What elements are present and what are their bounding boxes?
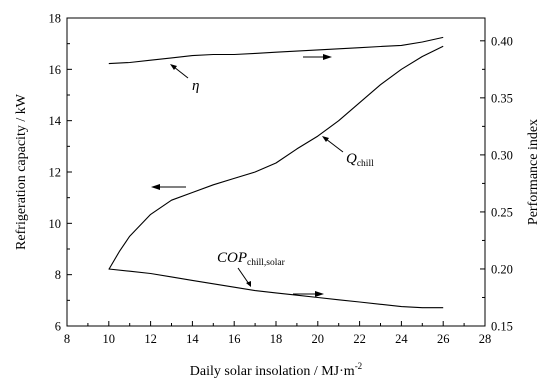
y-axis-right-title: Performance index [526,119,541,225]
y-left-tick-label: 12 [49,166,62,180]
x-tick-label: 16 [228,332,241,346]
x-axis-title: Daily solar insolation / MJ·m-2 [190,361,362,379]
qchill-pointer-line [325,138,344,153]
axis-ticks: 8 10 12 14 16 18 20 22 24 26 286810121416180.150.2… [49,12,513,347]
cop-pointer-line [237,267,250,285]
y-axis-left-title: Refrigeration capacity / kW [14,93,29,250]
y-right-tick-label: 0.35 [491,91,513,105]
y-right-tick-label: 0.40 [491,34,513,48]
x-tick-label: 22 [353,332,366,346]
x-tick-label: 12 [144,332,157,346]
annotation-group: η Qchill COPchill,solar [151,54,374,297]
y-left-tick-label: 8 [55,268,61,282]
y-left-tick-label: 10 [49,217,62,231]
x-tick-label: 20 [312,332,325,346]
y-left-tick-label: 16 [49,63,62,77]
x-tick-label: 26 [437,332,450,346]
x-tick-label: 18 [270,332,283,346]
y-right-tick-label: 0.30 [491,148,513,162]
eta-pointer-line [173,66,189,79]
y-left-tick-label: 6 [55,320,61,334]
eta-direction-arrowhead [323,54,332,60]
y-right-tick-label: 0.25 [491,205,513,219]
cop-direction-arrowhead [315,291,324,297]
qchill-label: Qchill [346,151,374,169]
qchill-pointer-arrowhead [322,136,329,142]
qchill-series-line [108,45,444,270]
y-right-tick-label: 0.15 [491,320,513,334]
y-left-tick-label: 18 [49,12,62,26]
x-tick-label: 14 [186,332,199,346]
y-right-tick-label: 0.20 [491,262,513,276]
eta-label: η [192,78,199,94]
cop-series-line [108,268,444,309]
eta-series-line [108,36,444,65]
series-group [108,36,444,309]
qchill-direction-arrowhead [151,184,160,190]
x-tick-label: 10 [103,332,116,346]
x-tick-label: 8 [64,332,70,346]
eta-pointer-arrowhead [170,64,177,70]
x-tick-label: 28 [479,332,492,346]
x-tick-label: 24 [395,332,408,346]
y-left-tick-label: 14 [49,114,62,128]
cop-pointer-arrowhead [246,281,251,287]
cop-label: COPchill,solar [217,250,286,268]
plot-frame [66,17,486,327]
